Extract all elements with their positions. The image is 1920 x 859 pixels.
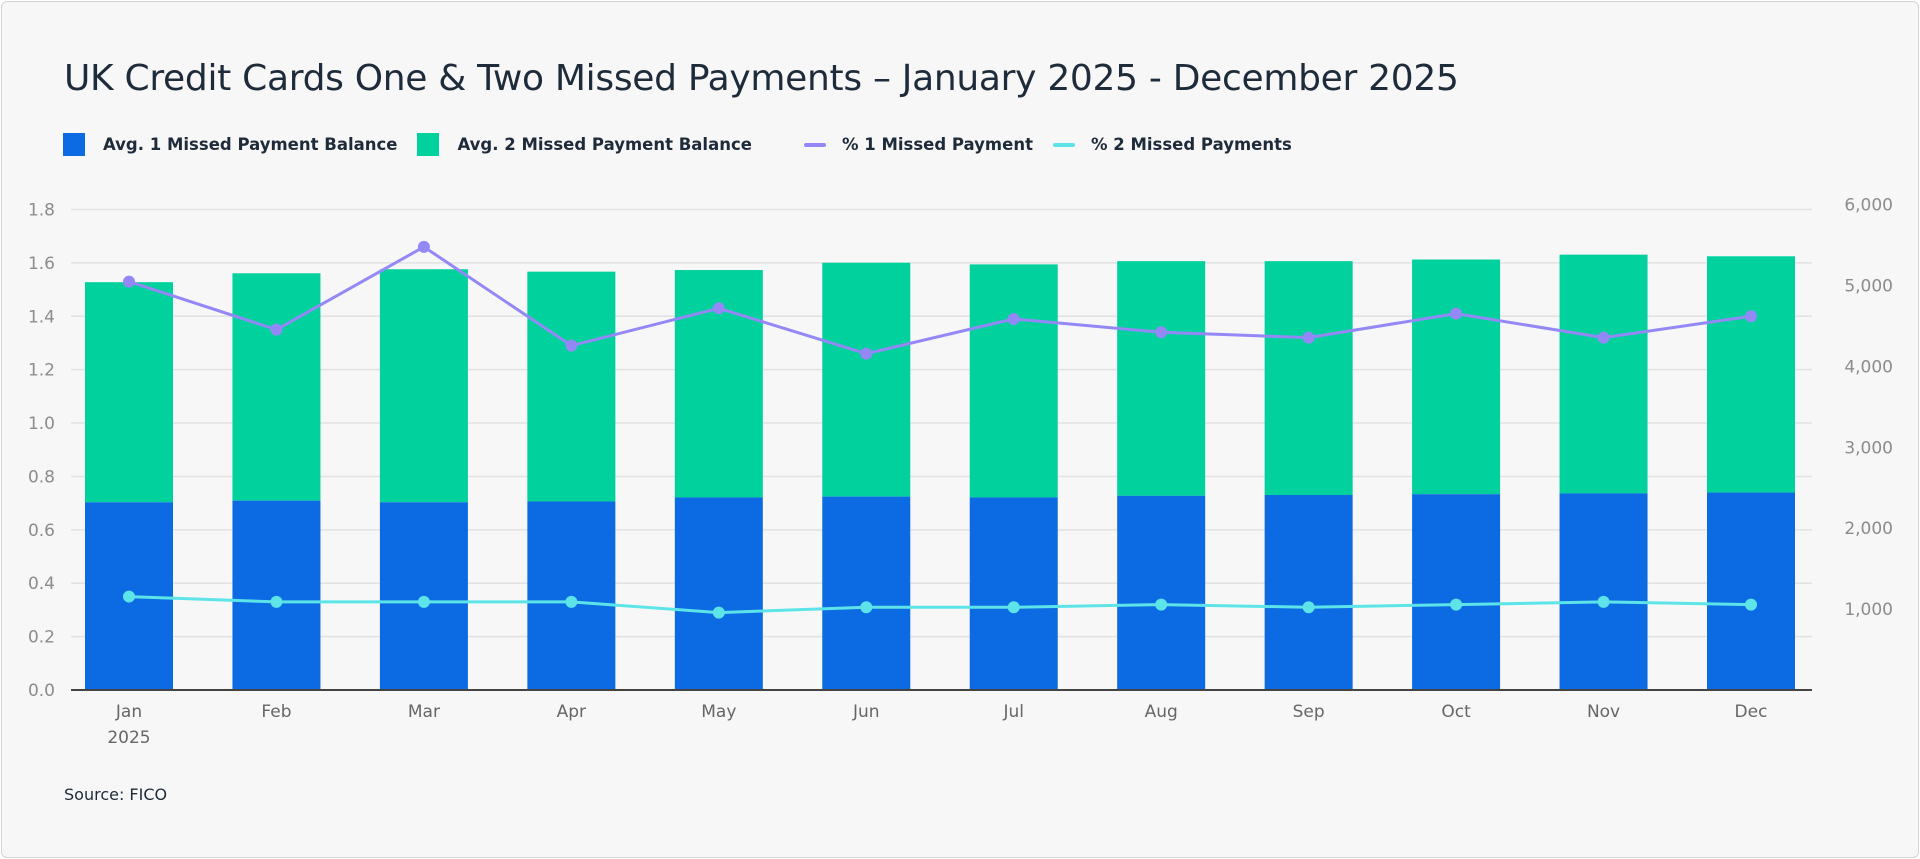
- y-left-tick-label: 1.6: [28, 254, 55, 274]
- x-tick-label: Aug: [1145, 702, 1178, 722]
- bar-avg-2-missed-balance[interactable]: [1264, 261, 1353, 495]
- point-pct-2-missed[interactable]: [565, 595, 578, 608]
- point-pct-2-missed[interactable]: [1745, 598, 1757, 611]
- point-pct-1-missed[interactable]: [1155, 326, 1168, 339]
- point-pct-2-missed[interactable]: [123, 590, 135, 603]
- y-right-tick-label: 5,000: [1844, 276, 1893, 296]
- point-pct-2-missed[interactable]: [1302, 601, 1315, 614]
- legend-label: Avg. 1 Missed Payment Balance: [103, 135, 398, 154]
- x-tick-label: Mar: [408, 702, 440, 722]
- point-pct-2-missed[interactable]: [1597, 595, 1610, 608]
- bar-avg-2-missed-balance[interactable]: [969, 264, 1058, 498]
- bar-avg-1-missed-balance[interactable]: [822, 496, 911, 690]
- y-right-tick-label: 3,000: [1844, 438, 1893, 458]
- x-tick-sublabel: 2025: [107, 728, 150, 748]
- point-pct-1-missed[interactable]: [712, 302, 725, 315]
- y-right-tick-label: 2,000: [1844, 519, 1893, 539]
- legend-swatch-cyan-line: [1052, 142, 1075, 147]
- y-left-tick-label: 0.8: [28, 467, 55, 487]
- x-tick-label: Dec: [1735, 702, 1768, 722]
- point-pct-1-missed[interactable]: [565, 339, 578, 352]
- bar-avg-1-missed-balance[interactable]: [674, 497, 763, 690]
- line-pct-1-missed: [128, 245, 1752, 356]
- y-left-tick-label: 1.2: [28, 361, 55, 381]
- legend-item-avg-2-missed-balance[interactable]: Avg. 2 Missed Payment Balance: [417, 133, 752, 156]
- legend-swatch-blue: [63, 133, 85, 156]
- bar-avg-2-missed-balance[interactable]: [822, 262, 911, 497]
- point-pct-2-missed[interactable]: [270, 595, 283, 608]
- source-note: Source: FICO: [64, 785, 168, 804]
- x-tick-label: Nov: [1587, 702, 1620, 722]
- y-left-tick-label: 1.8: [28, 201, 55, 221]
- point-pct-1-missed[interactable]: [1450, 307, 1463, 320]
- point-pct-1-missed[interactable]: [417, 240, 430, 253]
- point-pct-2-missed[interactable]: [1155, 598, 1168, 611]
- point-pct-1-missed[interactable]: [860, 347, 873, 360]
- point-pct-1-missed[interactable]: [123, 275, 135, 288]
- point-pct-2-missed[interactable]: [1007, 601, 1020, 614]
- bar-avg-2-missed-balance[interactable]: [232, 273, 321, 501]
- legend: Avg. 1 Missed Payment Balance Avg. 2 Mis…: [63, 133, 1312, 156]
- bar-avg-2-missed-balance[interactable]: [85, 282, 173, 503]
- bar-avg-2-missed-balance[interactable]: [379, 269, 468, 503]
- point-pct-2-missed[interactable]: [712, 606, 725, 619]
- point-pct-1-missed[interactable]: [1597, 331, 1610, 344]
- legend-label: % 2 Missed Payments: [1090, 135, 1292, 154]
- bar-avg-1-missed-balance[interactable]: [232, 500, 321, 690]
- y-right-tick-label: 6,000: [1844, 196, 1893, 216]
- legend-swatch-purple-line: [803, 142, 826, 147]
- x-tick-label: Feb: [261, 702, 291, 722]
- y-left-tick-label: 0.6: [28, 521, 55, 541]
- x-tick-label: Apr: [557, 702, 586, 722]
- point-pct-1-missed[interactable]: [1302, 331, 1315, 344]
- y-left-tick-label: 0.2: [28, 628, 55, 648]
- y-left-tick-label: 0.0: [28, 681, 55, 701]
- bar-avg-1-missed-balance[interactable]: [1412, 494, 1501, 690]
- x-tick-label: Oct: [1441, 702, 1471, 722]
- bar-avg-1-missed-balance[interactable]: [969, 497, 1058, 690]
- x-tick-label: Jun: [852, 702, 880, 722]
- bar-avg-1-missed-balance[interactable]: [1117, 495, 1206, 690]
- point-pct-2-missed[interactable]: [1450, 598, 1463, 611]
- legend-item-pct-1-missed[interactable]: % 1 Missed Payment: [786, 135, 1033, 154]
- bar-avg-1-missed-balance[interactable]: [1264, 494, 1353, 690]
- bar-avg-1-missed-balance[interactable]: [1559, 493, 1648, 690]
- legend-label: % 1 Missed Payment: [841, 135, 1033, 154]
- point-pct-2-missed[interactable]: [860, 601, 873, 614]
- y-right-tick-label: 1,000: [1844, 600, 1893, 620]
- legend-item-pct-2-missed[interactable]: % 2 Missed Payments: [1052, 135, 1292, 154]
- bar-avg-1-missed-balance[interactable]: [527, 501, 616, 690]
- y-left-tick-label: 1.4: [28, 307, 55, 327]
- legend-label: Avg. 2 Missed Payment Balance: [457, 135, 752, 154]
- bar-avg-2-missed-balance[interactable]: [1559, 254, 1648, 494]
- x-tick-label: May: [701, 702, 736, 722]
- bar-avg-2-missed-balance[interactable]: [1117, 261, 1206, 496]
- y-left-tick-label: 0.4: [28, 574, 55, 594]
- bar-avg-1-missed-balance[interactable]: [1707, 492, 1795, 690]
- legend-swatch-green: [417, 133, 440, 156]
- point-pct-1-missed[interactable]: [1745, 310, 1757, 323]
- legend-item-avg-1-missed-balance[interactable]: Avg. 1 Missed Payment Balance: [63, 133, 397, 156]
- line-pct-2-missed: [128, 595, 1752, 615]
- y-right-tick-label: 4,000: [1844, 357, 1893, 377]
- point-pct-1-missed[interactable]: [1007, 312, 1020, 325]
- bar-avg-2-missed-balance[interactable]: [1412, 259, 1501, 495]
- x-tick-label: Jul: [1002, 702, 1024, 722]
- x-tick-label: Jan: [115, 702, 142, 722]
- point-pct-1-missed[interactable]: [270, 323, 283, 336]
- chart-title: UK Credit Cards One & Two Missed Payment…: [64, 58, 1459, 99]
- bar-avg-2-missed-balance[interactable]: [1707, 256, 1795, 493]
- bar-avg-2-missed-balance[interactable]: [527, 271, 616, 502]
- y-left-tick-label: 1.0: [28, 414, 55, 434]
- point-pct-2-missed[interactable]: [417, 595, 430, 608]
- x-tick-label: Sep: [1293, 702, 1325, 722]
